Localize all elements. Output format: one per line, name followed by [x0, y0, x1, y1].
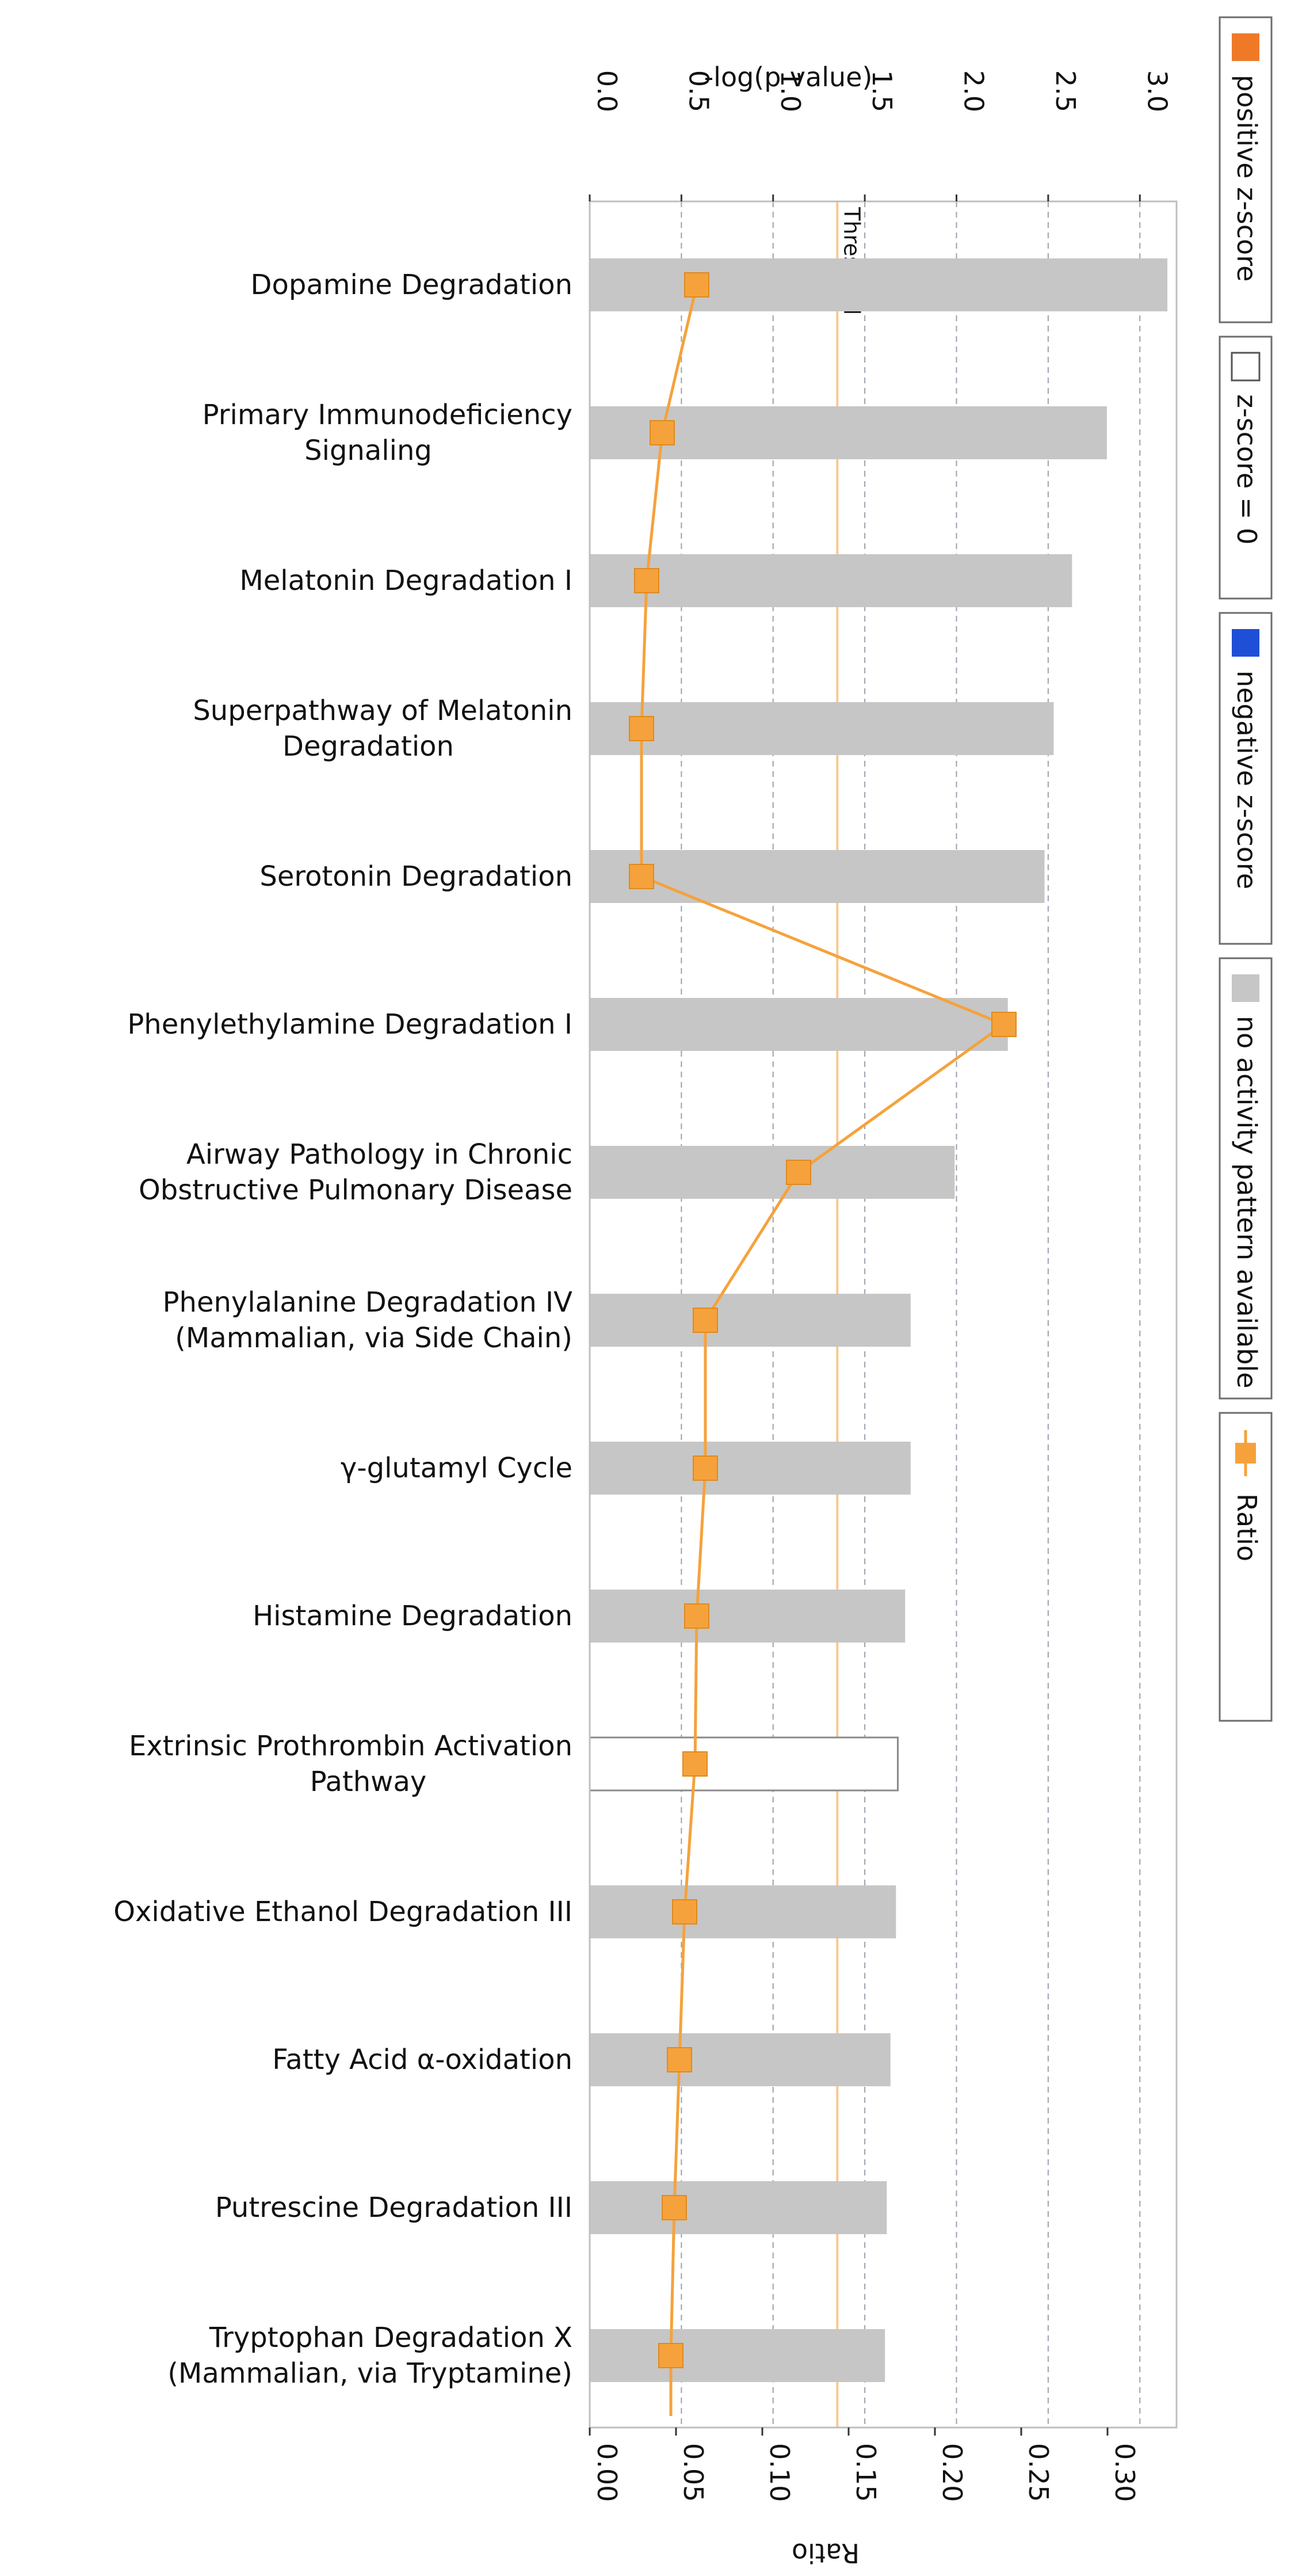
ratio-marker-14 — [662, 2195, 687, 2220]
ratio-marker-9 — [693, 1455, 718, 1481]
legend-label: negative z-score — [1231, 670, 1262, 889]
bar-12 — [590, 1885, 896, 1938]
bar-11 — [589, 1736, 899, 1792]
bar-13 — [590, 2033, 891, 2086]
category-label: γ-glutamyl Cycle — [341, 1452, 572, 1484]
ratio-series — [629, 272, 1017, 2416]
top-axis-tick-label: 2.0 — [959, 70, 990, 112]
bar-10 — [590, 1590, 906, 1643]
top-axis-title: -log(p-value) — [704, 62, 873, 93]
legend-swatch — [1232, 629, 1259, 657]
bottom-axis-tick-label: 0.15 — [850, 2443, 881, 2502]
ratio-marker-3 — [634, 568, 659, 593]
ratio-marker-11 — [682, 1751, 708, 1777]
top-axis-tick-label: 1.0 — [775, 70, 806, 112]
ratio-marker-8 — [693, 1308, 718, 1333]
ratio-marker-5 — [629, 864, 654, 889]
bar-6 — [590, 998, 1008, 1051]
ratio-marker-2 — [650, 420, 675, 445]
top-axis-tick-label: 1.5 — [866, 70, 898, 112]
category-label: Primary Immunodeficiency — [203, 399, 572, 431]
legend-label: Ratio — [1231, 1493, 1262, 1561]
legend: positive z-score z-score = 0 negative z-sc… — [1219, 16, 1273, 1722]
top-axis-tick-label: 3.0 — [1141, 70, 1173, 112]
plot-frame — [589, 200, 1178, 2429]
top-axis-tick-label: 2.5 — [1050, 70, 1081, 112]
category-label: (Mammalian, via Tryptamine) — [167, 2357, 572, 2390]
bottom-axis-tick-label: 0.20 — [937, 2443, 968, 2502]
ratio-marker-1 — [684, 272, 709, 298]
bar-4 — [590, 702, 1054, 755]
category-labels: Dopamine Degradation Primary Immunodefici… — [113, 269, 572, 2390]
category-label: Obstructive Pulmonary Disease — [139, 1174, 572, 1206]
bar-5 — [590, 850, 1045, 903]
bottom-axis-title: Ratio — [792, 2537, 860, 2569]
category-label: Dopamine Degradation — [251, 269, 572, 301]
legend-item-box — [1219, 16, 1273, 323]
ratio-marker-12 — [672, 1899, 697, 1925]
bar-2 — [590, 406, 1107, 459]
bar-8 — [590, 1294, 911, 1347]
category-label: Degradation — [282, 730, 454, 763]
category-label: Putrescine Degradation III — [215, 2192, 572, 2224]
category-label: Airway Pathology in Chronic — [186, 1138, 572, 1171]
category-label: Tryptophan Degradation X — [209, 2322, 572, 2354]
ratio-marker-15 — [658, 2343, 683, 2368]
bottom-axis-tick-label: 0.10 — [764, 2443, 795, 2502]
category-label: Extrinsic Prothrombin Activation — [129, 1730, 572, 1762]
category-label: (Mammalian, via Side Chain) — [175, 1322, 572, 1354]
bottom-axis-tick-label: 0.05 — [678, 2443, 709, 2502]
ratio-marker-13 — [667, 2047, 692, 2072]
ratio-marker-4 — [629, 716, 654, 741]
legend-label: no activity pattern available — [1231, 1016, 1262, 1388]
category-label: Pathway — [310, 1766, 427, 1798]
bar-7 — [590, 1146, 955, 1199]
legend-swatch — [1232, 974, 1259, 1002]
bottom-axis-tick-label: 0.30 — [1109, 2443, 1140, 2502]
ratio-marker-6 — [991, 1012, 1017, 1037]
ratio-marker-10 — [684, 1603, 709, 1629]
category-label: Signaling — [304, 435, 432, 467]
category-label: Fatty Acid α-oxidation — [272, 2044, 572, 2076]
category-label: Serotonin Degradation — [259, 860, 572, 893]
category-label: Phenylethylamine Degradation I — [127, 1008, 572, 1041]
top-axis-tick-label: 0.5 — [683, 70, 714, 112]
category-label: Superpathway of Melatonin — [193, 695, 572, 727]
bar-series — [589, 258, 1168, 2382]
ratio-line — [640, 284, 1007, 2416]
category-label: Oxidative Ethanol Degradation III — [113, 1896, 572, 1928]
category-label: Phenylalanine Degradation IV — [163, 1286, 573, 1319]
ratio-marker-7 — [786, 1160, 811, 1185]
legend-swatch — [1232, 33, 1259, 61]
category-label: Histamine Degradation — [253, 1600, 572, 1632]
bar-1 — [590, 258, 1168, 311]
bottom-axis-tick-label: 0.00 — [591, 2443, 623, 2502]
legend-item-box — [1219, 957, 1273, 1400]
category-label: Melatonin Degradation I — [239, 565, 572, 597]
bar-14 — [590, 2181, 887, 2234]
bar-9 — [590, 1442, 911, 1495]
top-axis-tick-label: 0.0 — [591, 70, 623, 112]
bar-3 — [590, 554, 1072, 607]
legend-label: z-score = 0 — [1231, 394, 1262, 544]
axes: 0.0 0.5 1.0 1.5 2.0 2.5 3.0 -log(p-value) 0.00 0.… — [589, 62, 1178, 2569]
bottom-axis-tick-label: 0.25 — [1023, 2443, 1054, 2502]
legend-label: positive z-score — [1231, 75, 1262, 281]
legend-marker-symbol — [1235, 1443, 1256, 1464]
legend-item-box — [1219, 612, 1273, 945]
legend-swatch — [1231, 352, 1261, 382]
bar-15 — [590, 2329, 885, 2382]
